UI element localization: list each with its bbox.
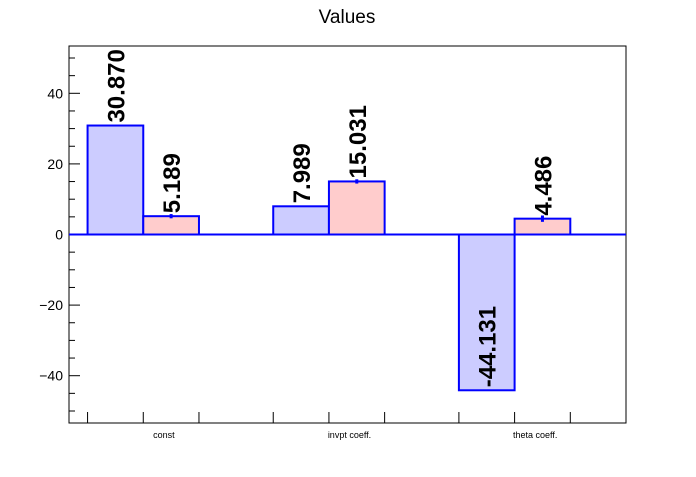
data-label: 7.989 [289,143,316,203]
bar [86,124,145,236]
x-tick-label: theta coeff. [513,430,557,440]
x-tick-label: const [153,430,175,440]
bar [457,233,516,392]
chart-title: Values [319,7,376,28]
x-tick-label: invpt coeff. [328,430,371,440]
y-tick-label: −40 [39,368,63,384]
data-label: 15.031 [345,105,372,178]
y-tick-label: −20 [39,297,63,313]
data-label: -44.131 [475,306,502,387]
bar [327,180,386,236]
plot-area: −40 −20 0 20 40 const invpt coeff. theta coeff.… [39,45,627,440]
y-tick-label: 20 [47,156,63,172]
data-label: 4.486 [530,156,557,216]
data-label: 5.189 [159,153,186,213]
bar [142,215,200,236]
y-tick-label: 0 [55,227,63,243]
bar [272,205,330,236]
y-tick-label: 40 [47,85,63,101]
data-label: 30.870 [103,49,130,122]
